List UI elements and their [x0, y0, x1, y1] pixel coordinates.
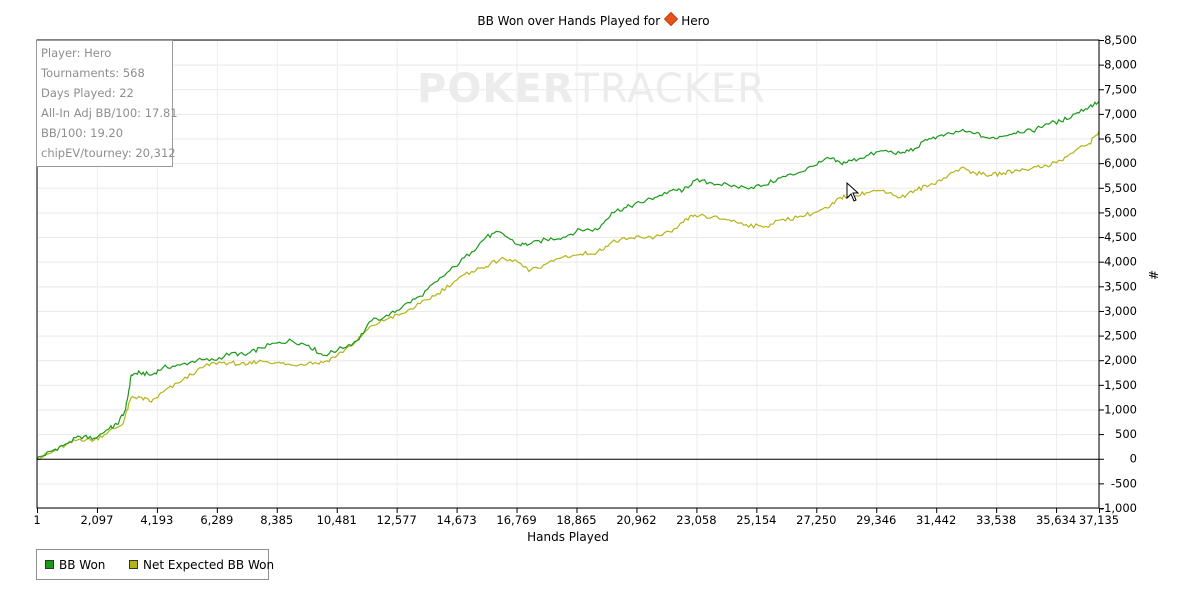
legend-label-net-expected: Net Expected BB Won	[143, 558, 275, 572]
x-tick-label: 10,481	[317, 513, 357, 527]
x-axis-ticks: 1 2,097 4,193 6,289 8,385 10,481 12,577 14,673 1…	[33, 508, 1119, 527]
mouse-cursor-icon	[846, 182, 860, 202]
legend-label-bb-won: BB Won	[59, 558, 106, 572]
pokertracker-watermark: POKERTRACKER	[417, 66, 766, 112]
y-tick-label: 7,000	[1104, 107, 1137, 121]
x-tick-label: 33,538	[976, 513, 1016, 527]
y-tick-label: 0	[1130, 452, 1137, 466]
stat-player: Player: Hero	[41, 46, 112, 60]
y-tick-label: 6,500	[1104, 132, 1137, 146]
x-tick-label: 8,385	[260, 513, 293, 527]
y-tick-label: 6,000	[1104, 156, 1137, 170]
legend: BB Won Net Expected BB Won	[36, 549, 274, 580]
stats-panel: Player: Hero Tournaments: 568 Days Playe…	[36, 40, 178, 167]
stat-bb100: BB/100: 19.20	[41, 126, 124, 140]
legend-swatch-net-expected	[129, 560, 138, 569]
y-tick-label: 3,500	[1104, 279, 1137, 293]
x-tick-label: 37,135	[1079, 513, 1119, 527]
y-tick-label: 2,500	[1104, 329, 1137, 343]
x-tick-label: 29,346	[856, 513, 896, 527]
x-tick-label: 20,962	[616, 513, 656, 527]
series-line-bb-won	[36, 100, 1100, 460]
y-tick-label: 8,500	[1104, 33, 1137, 47]
x-tick-label: 35,634	[1036, 513, 1076, 527]
series-line-net-expected-bb-won	[36, 130, 1100, 461]
chart-title: BB Won over Hands Played for Hero	[0, 11, 1187, 28]
legend-item-net-expected[interactable]: Net Expected BB Won	[129, 558, 274, 572]
x-tick-label: 14,673	[436, 513, 476, 527]
y-tick-label: 4,500	[1104, 230, 1137, 244]
chart-title-prefix: BB Won over Hands Played for	[477, 14, 661, 28]
y-axis-ticks: 8,500 8,000 7,500 7,000 6,500 6,000 5,500 5,000…	[1099, 33, 1137, 515]
stat-chipev: chipEV/tourney: 20,312	[41, 146, 176, 160]
y-tick-label: 1,500	[1104, 378, 1137, 392]
stat-allin-adj: All-In Adj BB/100: 17.81	[41, 106, 178, 120]
series-layer	[36, 100, 1100, 461]
x-tick-label: 4,193	[140, 513, 173, 527]
y-tick-label: 5,000	[1104, 205, 1137, 219]
stat-tournaments: Tournaments: 568	[41, 66, 145, 80]
x-tick-label: 6,289	[200, 513, 233, 527]
plot-frame	[36, 39, 1100, 509]
stat-days-played: Days Played: 22	[41, 86, 134, 100]
legend-item-bb-won[interactable]: BB Won	[45, 558, 105, 572]
y-tick-label: 3,000	[1104, 304, 1137, 318]
player-diamond-icon	[664, 11, 679, 27]
x-tick-label: 27,250	[796, 513, 836, 527]
y-tick-label: 500	[1115, 427, 1137, 441]
x-tick-label: 31,442	[916, 513, 956, 527]
watermark-poker: POKER	[417, 66, 575, 112]
y-tick-label: 7,500	[1104, 82, 1137, 96]
legend-swatch-bb-won	[45, 560, 54, 569]
y-tick-label: 4,000	[1104, 255, 1137, 269]
y-tick-label: -500	[1111, 476, 1137, 490]
y-tick-label: 5,500	[1104, 181, 1137, 195]
x-tick-label: 16,769	[496, 513, 536, 527]
y-tick-label: 2,000	[1104, 353, 1137, 367]
x-tick-label: 12,577	[377, 513, 417, 527]
y-axis-title: #	[1146, 269, 1161, 281]
watermark-tracker: TRACKER	[574, 66, 766, 112]
y-tick-label: -1,000	[1100, 501, 1137, 515]
y-tick-label: 8,000	[1104, 58, 1137, 72]
chart-title-player: Hero	[681, 14, 710, 28]
x-tick-label: 2,097	[80, 513, 113, 527]
x-axis-title: Hands Played	[527, 530, 609, 544]
x-tick-label: 1	[33, 513, 40, 527]
x-tick-label: 18,865	[556, 513, 596, 527]
x-tick-label: 23,058	[676, 513, 716, 527]
y-tick-label: 1,000	[1104, 402, 1137, 416]
x-tick-label: 25,154	[736, 513, 776, 527]
